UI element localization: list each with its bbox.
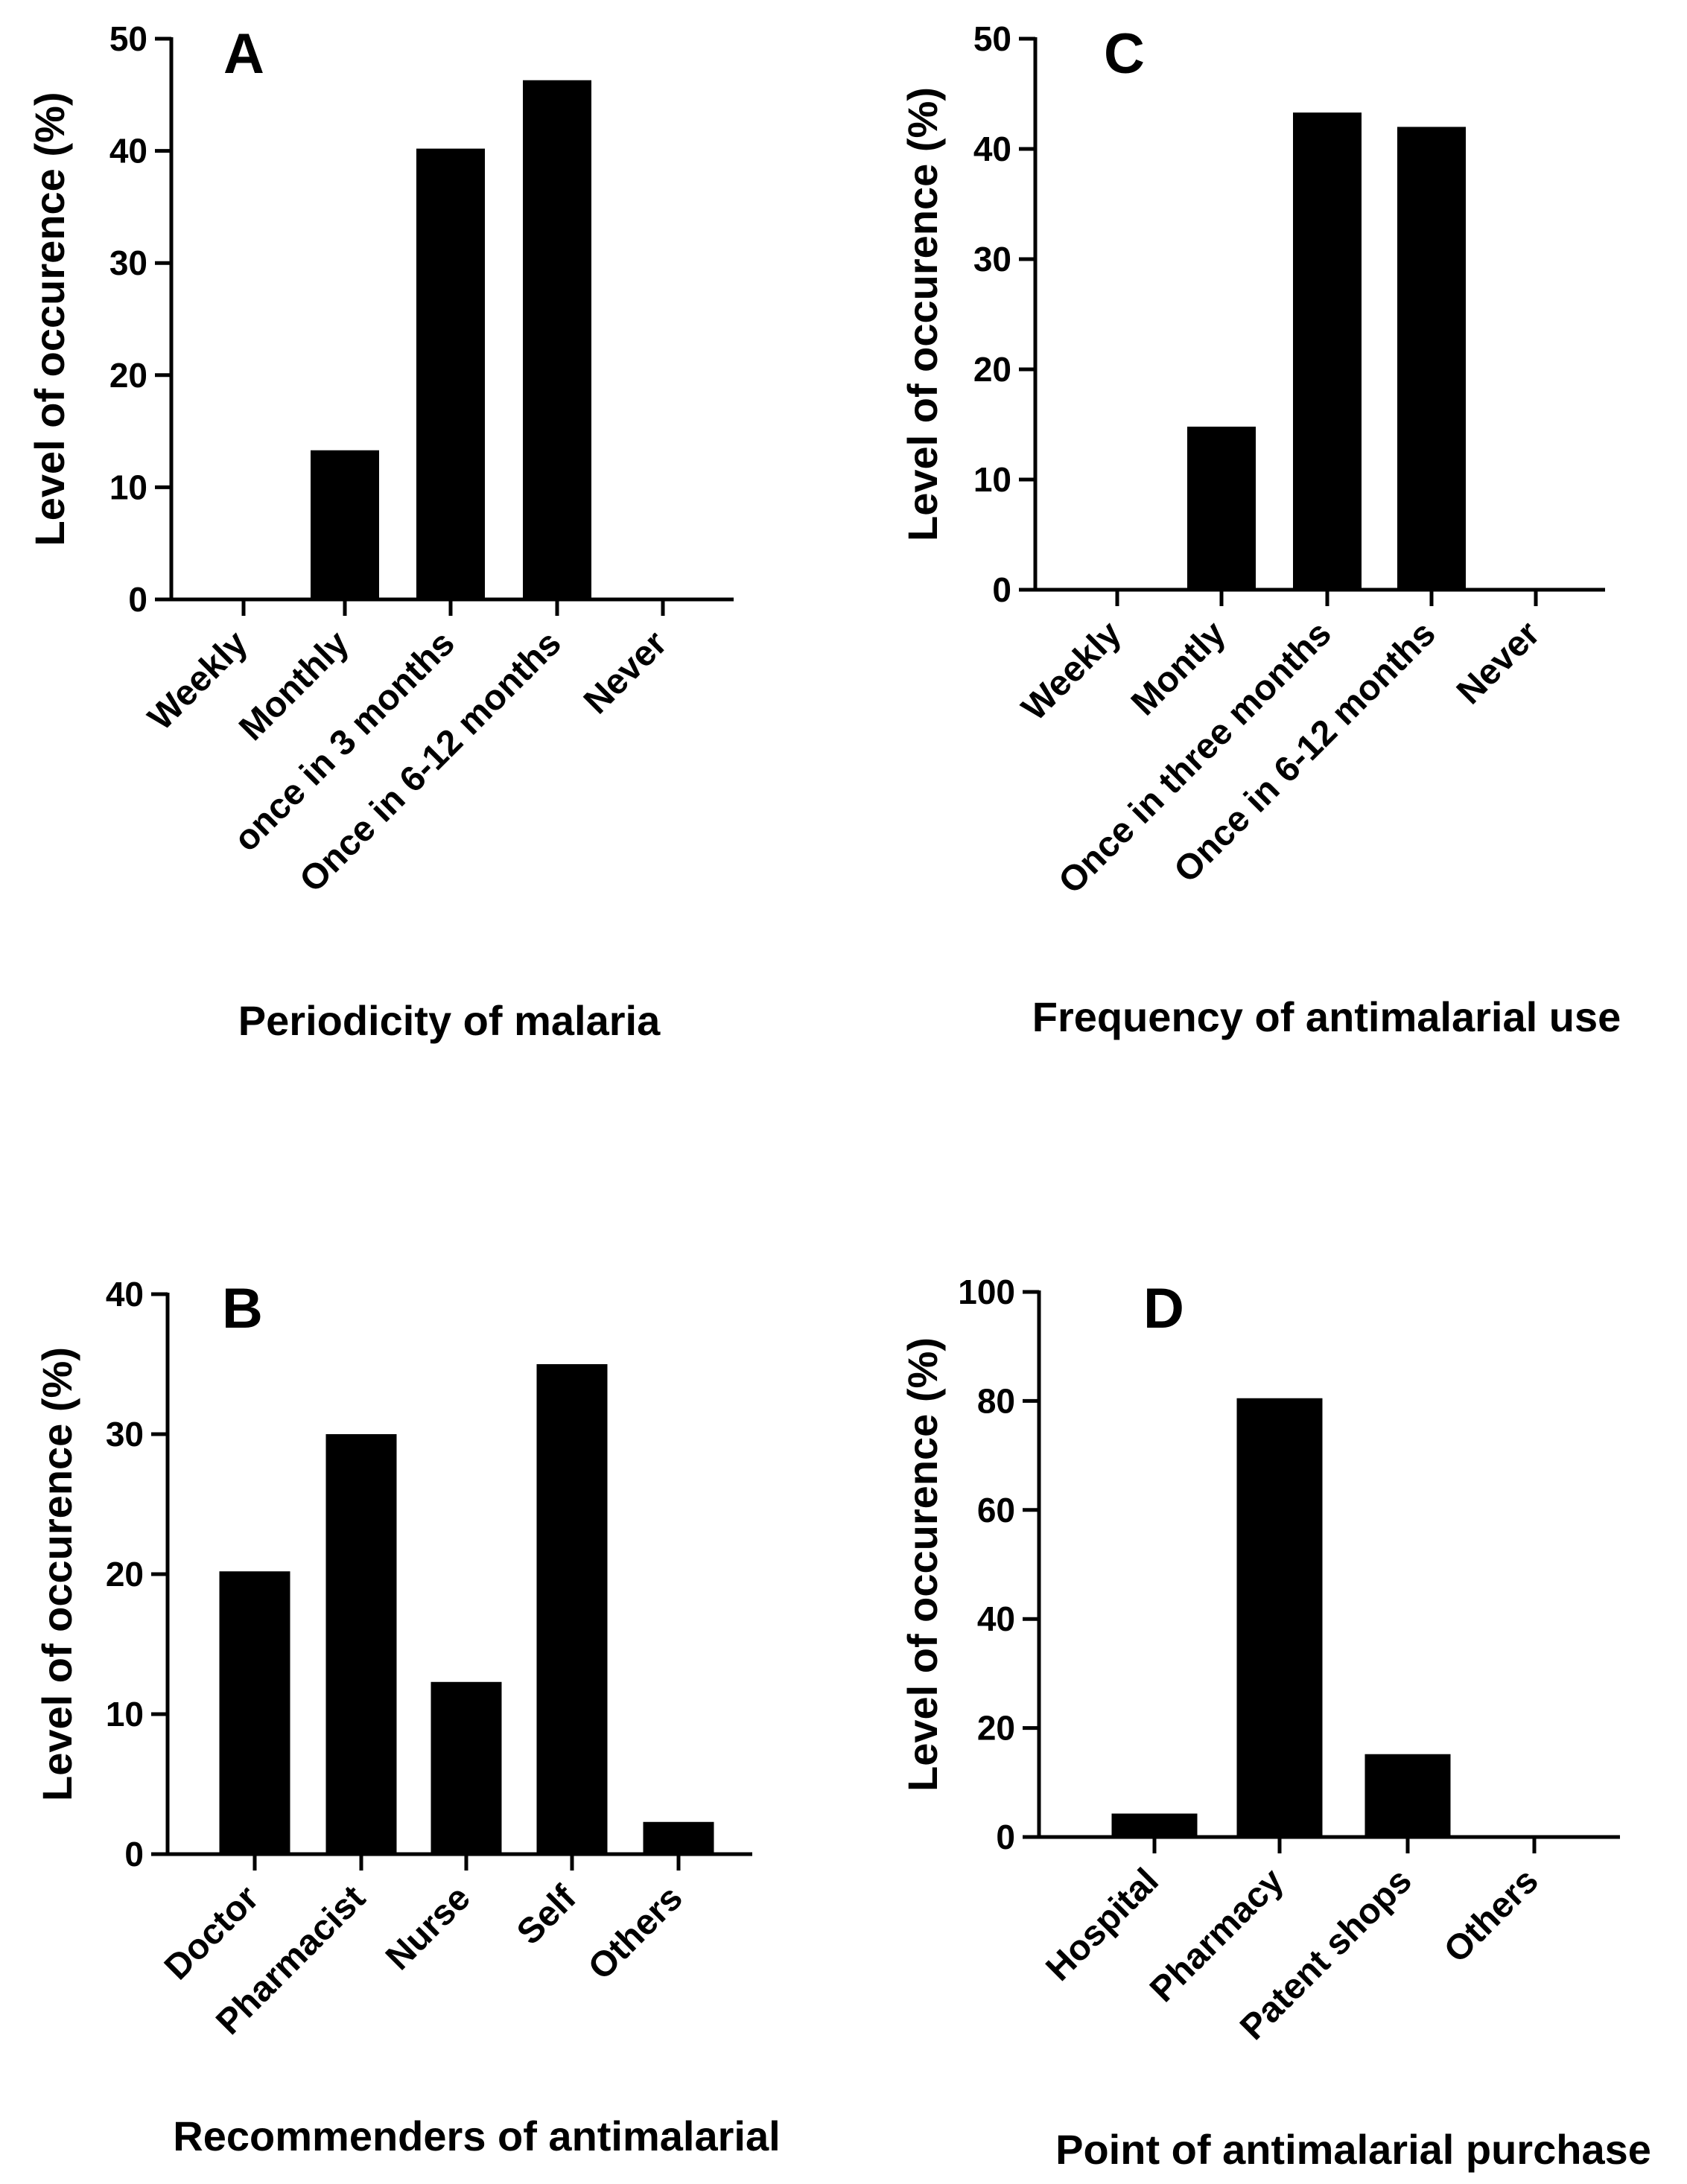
bar-d-0 — [1111, 1813, 1198, 1837]
y-axis-title: Level of occurence (%) — [34, 1347, 80, 1801]
bar-a-3 — [523, 80, 591, 600]
y-tick-label: 40 — [973, 130, 1011, 168]
x-tick-label: Hospital — [1038, 1861, 1166, 1988]
x-tick-label: Nurse — [378, 1878, 478, 1978]
y-tick-label: 60 — [977, 1491, 1015, 1529]
bar-d-1 — [1236, 1398, 1323, 1837]
x-axis-title: Frequency of antimalarial use — [1032, 993, 1621, 1040]
bar-a-1 — [311, 450, 379, 599]
x-tick-label: Doctor — [157, 1878, 267, 1987]
bar-b-3 — [536, 1364, 608, 1854]
y-axis-title: Level of occurence (%) — [899, 1337, 946, 1792]
bar-a-2 — [416, 148, 485, 599]
y-tick-label: 20 — [977, 1709, 1015, 1748]
y-tick-label: 40 — [109, 132, 147, 171]
y-tick-label: 40 — [106, 1275, 144, 1314]
bar-b-0 — [219, 1571, 290, 1854]
y-tick-label: 20 — [973, 350, 1011, 389]
x-tick-label: Self — [509, 1878, 584, 1952]
x-tick-label: Others — [581, 1878, 690, 1987]
y-tick-label: 30 — [109, 243, 147, 282]
y-tick-label: 100 — [958, 1273, 1015, 1311]
panel-letter: A — [223, 22, 264, 86]
x-axis-title: Periodicity of malaria — [238, 997, 661, 1044]
bar-c-2 — [1293, 112, 1362, 590]
bar-b-1 — [325, 1434, 397, 1854]
y-tick-label: 0 — [128, 580, 147, 619]
bar-b-2 — [431, 1681, 502, 1854]
y-tick-label: 20 — [109, 356, 147, 395]
x-tick-label: Montly — [1124, 614, 1233, 723]
x-axis-title: Recommenders of antimalarial — [173, 2113, 780, 2159]
x-axis-title: Point of antimalarial purchase — [1055, 2126, 1651, 2173]
y-axis-title: Level of occurence (%) — [899, 87, 946, 541]
x-tick-label: Weekly — [1014, 614, 1129, 728]
y-tick-label: 0 — [996, 1818, 1015, 1856]
y-tick-label: 20 — [106, 1555, 144, 1594]
panel-letter: C — [1104, 22, 1145, 86]
x-tick-label: Never — [1449, 614, 1548, 712]
y-axis-title: Level of occurence (%) — [26, 92, 73, 547]
panel-letter: B — [222, 1277, 263, 1340]
y-tick-label: 30 — [973, 240, 1011, 278]
panel-letter: D — [1143, 1277, 1184, 1340]
y-tick-label: 80 — [977, 1381, 1015, 1420]
y-tick-label: 30 — [106, 1415, 144, 1454]
bar-c-1 — [1187, 426, 1256, 590]
y-tick-label: 40 — [977, 1599, 1015, 1638]
y-tick-label: 50 — [973, 19, 1011, 58]
bar-b-4 — [643, 1821, 714, 1854]
y-tick-label: 10 — [973, 460, 1011, 499]
bar-d-2 — [1364, 1754, 1451, 1837]
bar-c-3 — [1397, 127, 1466, 590]
y-tick-label: 10 — [109, 468, 147, 506]
y-tick-label: 0 — [992, 570, 1011, 609]
y-tick-label: 0 — [124, 1835, 144, 1873]
y-tick-label: 50 — [109, 19, 147, 58]
y-tick-label: 10 — [106, 1695, 144, 1733]
x-tick-label: Others — [1437, 1861, 1546, 1970]
x-tick-label: Never — [576, 623, 675, 722]
